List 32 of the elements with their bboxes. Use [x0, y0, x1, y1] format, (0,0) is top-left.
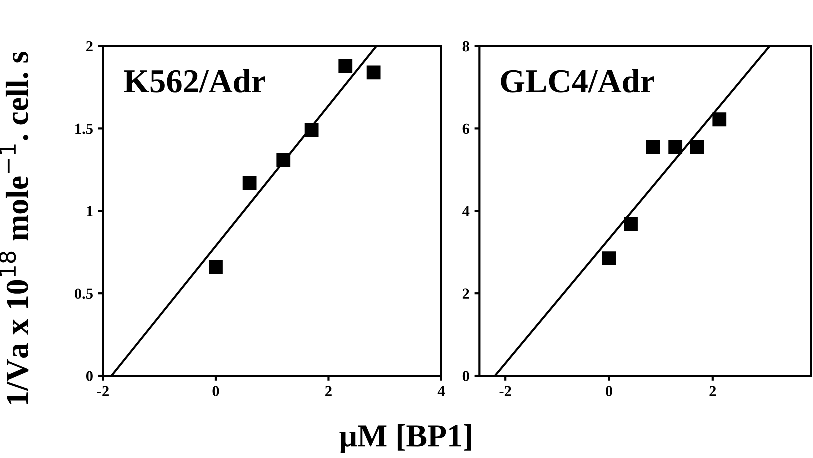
x-tick-label: 0	[212, 386, 220, 396]
point	[338, 59, 353, 73]
x-axis-title: μM [BP1]	[340, 424, 472, 454]
point	[712, 112, 727, 127]
point	[209, 260, 223, 274]
text: K562/Adr	[124, 69, 266, 93]
x-tick-label: -2	[97, 386, 109, 396]
point	[624, 217, 638, 232]
y-tick-label: 0	[462, 371, 470, 382]
x-tick-label: 0	[606, 386, 612, 396]
y-tick-label: 0.5	[75, 288, 93, 300]
point	[276, 153, 291, 167]
y-tick-label: 1	[87, 206, 93, 216]
y-tick-label: 4	[462, 206, 470, 216]
y-tick-label: 6	[462, 124, 470, 134]
text: GLC4/Adr	[501, 69, 654, 93]
x-tick-label: -2	[500, 386, 512, 396]
x-tick-label: 2	[326, 386, 332, 396]
point	[602, 252, 616, 266]
point	[242, 176, 257, 190]
x-tick-label: 4	[438, 386, 445, 396]
y-tick-label: 2	[462, 288, 470, 299]
x-tick-label: 2	[710, 386, 716, 396]
y-tick-label: 8	[462, 41, 470, 52]
point	[668, 140, 683, 154]
point	[304, 123, 319, 138]
point	[646, 140, 660, 154]
y-tick-label: 0	[86, 371, 93, 382]
point	[690, 140, 704, 154]
point	[366, 66, 381, 80]
y-tick-label: 2	[86, 41, 93, 52]
y-tick-label: 1.5	[76, 124, 93, 134]
